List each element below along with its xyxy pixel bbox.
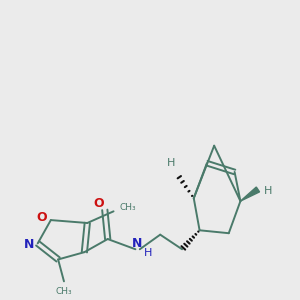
Text: O: O (94, 197, 104, 210)
Text: N: N (24, 238, 35, 251)
Text: H: H (264, 186, 273, 196)
Text: CH₃: CH₃ (119, 203, 136, 212)
Text: H: H (167, 158, 176, 169)
Text: H: H (143, 248, 152, 258)
Text: N: N (132, 238, 142, 250)
Polygon shape (240, 187, 260, 201)
Text: CH₃: CH₃ (56, 286, 72, 296)
Text: O: O (37, 211, 47, 224)
